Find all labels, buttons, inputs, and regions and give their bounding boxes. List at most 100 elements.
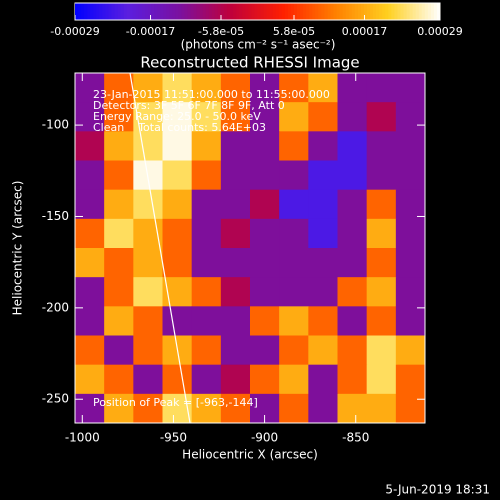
colorbar-swatch: [221, 3, 225, 20]
heatmap-cell: [250, 218, 280, 249]
colorbar-swatch: [211, 3, 216, 20]
colorbar-swatch: [227, 3, 231, 20]
colorbar-swatch: [412, 3, 417, 20]
heatmap-cell: [366, 189, 397, 220]
heatmap-cell: [308, 218, 338, 249]
heatmap-cell: [162, 131, 193, 161]
heatmap-cell: [220, 189, 251, 220]
colorbar-swatch: [233, 3, 237, 20]
colorbar-swatch: [427, 3, 432, 20]
heatmap-cell: [337, 364, 368, 395]
heatmap-cell: [162, 160, 193, 191]
heatmap-cell: [75, 364, 105, 395]
colorbar-swatch: [251, 3, 255, 20]
colorbar-swatch: [278, 3, 283, 20]
colorbar-swatch: [78, 3, 82, 20]
colorbar-swatch: [181, 3, 185, 20]
heatmap-cell: [366, 335, 397, 366]
heatmap-cell: [337, 73, 368, 103]
heatmap-cell: [366, 218, 397, 249]
colorbar-swatch: [272, 3, 277, 20]
heatmap-cell: [395, 277, 426, 307]
colorbar-swatch: [333, 3, 338, 20]
colorbar-tick-label: -5.8e-05: [198, 25, 244, 38]
colorbar-swatch: [394, 3, 398, 20]
colorbar-swatch: [294, 3, 298, 20]
heatmap-cell: [337, 160, 368, 191]
heatmap-cell: [366, 364, 397, 395]
colorbar-swatch: [269, 3, 274, 20]
colorbar-swatch: [239, 3, 243, 20]
heatmap-cell: [395, 160, 426, 191]
solar-limb: [129, 72, 191, 424]
heatmap-cell: [220, 160, 251, 191]
colorbar-swatch: [111, 3, 116, 20]
heatmap-cell: [279, 306, 309, 336]
colorbar-swatch: [120, 3, 125, 20]
colorbar-swatch: [175, 3, 179, 20]
colorbar-swatch: [409, 3, 414, 20]
heatmap-cell: [337, 393, 368, 424]
heatmap-cell: [191, 73, 222, 103]
heatmap-cell: [104, 189, 134, 220]
colorbar-swatch: [129, 3, 134, 20]
heatmap-cell: [220, 218, 251, 249]
colorbar-swatch: [199, 3, 204, 20]
heatmap-cell: [366, 306, 397, 336]
y-axis-label: Heliocentric Y (arcsec): [11, 181, 25, 316]
colorbar-swatch: [242, 3, 246, 20]
heatmap-cell: [191, 335, 222, 366]
colorbar-swatch: [184, 3, 189, 20]
colorbar-swatch: [123, 3, 128, 20]
heatmap-cell: [366, 131, 397, 161]
heatmap-cell: [250, 131, 280, 161]
heatmap-cell: [191, 393, 222, 424]
colorbar-swatch: [102, 3, 106, 20]
colorbar-swatch: [321, 3, 325, 20]
heatmap-cell: [133, 364, 163, 395]
colorbar-swatch: [281, 3, 286, 20]
colorbar-swatch: [367, 3, 371, 20]
y-tick-label: -200: [42, 300, 69, 314]
heatmap-cell: [104, 160, 134, 191]
colorbar-swatch: [205, 3, 210, 20]
heatmap-cell: [162, 364, 193, 395]
heatmap-cell: [337, 218, 368, 249]
colorbar-swatch: [418, 3, 423, 20]
colorbar-swatch: [403, 3, 408, 20]
heatmap-cell: [220, 393, 251, 424]
colorbar-swatch: [363, 3, 368, 20]
colorbar-swatch: [141, 3, 146, 20]
colorbar-swatch: [166, 3, 170, 20]
colorbar-swatch: [245, 3, 249, 20]
heatmap-cell: [75, 277, 105, 307]
heatmap-cell: [104, 248, 134, 278]
heatmap-cell: [75, 248, 105, 278]
colorbar-swatch: [357, 3, 362, 20]
heatmap-cell: [279, 102, 309, 132]
heatmap-cell: [308, 131, 338, 161]
heatmap-cell: [279, 393, 309, 424]
colorbar-swatch: [300, 3, 304, 20]
colorbar-swatch: [187, 3, 192, 20]
colorbar-swatch: [379, 3, 383, 20]
heatmap-cell: [337, 189, 368, 220]
heatmap-cell: [191, 102, 222, 132]
heatmap-cell: [162, 306, 193, 336]
heatmap-cell: [395, 335, 426, 366]
colorbar-swatch: [327, 3, 331, 20]
annotation: 23-Jan-2015 11:51:00.000 to 11:55:00.000: [93, 88, 330, 101]
colorbar-swatch: [99, 3, 103, 20]
colorbar-swatch: [391, 3, 395, 20]
colorbar-swatch: [287, 3, 292, 20]
heatmap-cell: [133, 73, 163, 103]
heatmap: [75, 73, 426, 424]
heatmap-cell: [133, 218, 163, 249]
x-tick-label: -1000: [65, 431, 100, 445]
colorbar-swatch: [436, 3, 441, 20]
heatmap-cell: [75, 306, 105, 336]
colorbar-label: (photons cm⁻² s⁻¹ asec⁻²): [181, 38, 336, 52]
heatmap-cell: [395, 73, 426, 103]
heatmap-cell: [308, 306, 338, 336]
